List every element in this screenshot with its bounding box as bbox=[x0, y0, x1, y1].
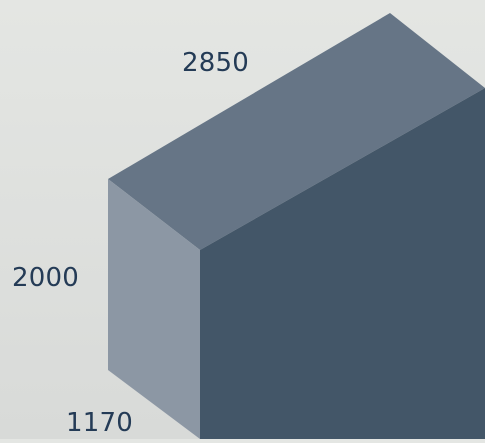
depth-dimension-label: 1170 bbox=[66, 408, 133, 438]
height-dimension-label: 2000 bbox=[12, 263, 79, 293]
box-top-face bbox=[108, 13, 485, 250]
box-long-side-face bbox=[200, 88, 485, 439]
box-short-side-face bbox=[108, 179, 200, 439]
length-dimension-label: 2850 bbox=[182, 48, 249, 78]
